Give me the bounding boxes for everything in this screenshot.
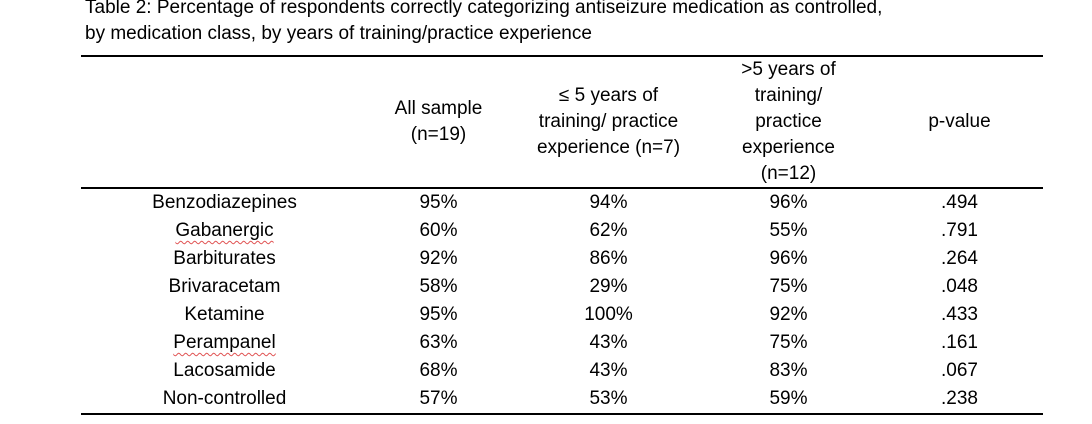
table-row: Benzodiazepines 95% 94% 96% .494 [81, 189, 1043, 217]
gt-5-years-cell: 96% [769, 248, 808, 269]
table-row: Perampanel 63% 43% 75% .161 [81, 329, 1043, 357]
le-5-years-cell: 43% [589, 332, 628, 353]
all-sample-cell: 57% [419, 388, 458, 409]
all-sample-cell: 60% [419, 220, 458, 241]
table-caption: Table 2: Percentage of respondents corre… [85, 0, 883, 44]
p-value-cell: .161 [941, 332, 978, 353]
medication-class-label: Non-controlled [162, 388, 287, 409]
medication-class-cell: Barbiturates [81, 245, 361, 273]
p-value-cell: .238 [941, 388, 978, 409]
gt-5-years-cell: 96% [769, 192, 808, 213]
all-sample-cell: 95% [419, 304, 458, 325]
p-value-cell: .433 [941, 304, 978, 325]
header-p-value: p-value [928, 111, 991, 132]
medication-class-cell: Benzodiazepines [81, 189, 361, 217]
medication-class-cell: Brivaracetam [81, 273, 361, 301]
medication-class-label: Benzodiazepines [152, 192, 297, 213]
medication-class-label-misspelled: Perampanel [173, 332, 276, 353]
table-top-rule [81, 55, 1043, 57]
p-value-cell: .067 [941, 360, 978, 381]
header-all-sample: All sample (n=19) [394, 98, 483, 145]
table-bottom-rule [81, 413, 1043, 415]
table-row: Ketamine 95% 100% 92% .433 [81, 301, 1043, 329]
header-medication-class [81, 57, 361, 187]
header-le-5-years: ≤ 5 years of training/ practice experien… [536, 85, 681, 158]
table-row: Brivaracetam 58% 29% 75% .048 [81, 273, 1043, 301]
medication-class-cell: Gabanergic [81, 217, 361, 245]
all-sample-cell: 95% [419, 192, 458, 213]
data-table: All sample (n=19) ≤ 5 years of training/… [81, 55, 1043, 415]
gt-5-years-cell: 75% [769, 332, 808, 353]
header-gt-5-years: >5 years of training/ practice experienc… [741, 59, 836, 184]
table-header-rule [81, 187, 1043, 189]
le-5-years-cell: 86% [589, 248, 628, 269]
table-row: Non-controlled 57% 53% 59% .238 [81, 385, 1043, 413]
le-5-years-cell: 53% [589, 388, 628, 409]
p-value-cell: .791 [941, 220, 978, 241]
medication-class-cell: Ketamine [81, 301, 361, 329]
table-row: Barbiturates 92% 86% 96% .264 [81, 245, 1043, 273]
medication-class-label-misspelled: Gabanergic [175, 220, 274, 241]
medication-class-label: Brivaracetam [168, 276, 281, 297]
gt-5-years-cell: 83% [769, 360, 808, 381]
medication-class-label: Barbiturates [173, 248, 276, 269]
medication-class-cell: Perampanel [81, 329, 361, 357]
all-sample-cell: 92% [419, 248, 458, 269]
gt-5-years-cell: 55% [769, 220, 808, 241]
all-sample-cell: 58% [419, 276, 458, 297]
all-sample-cell: 63% [419, 332, 458, 353]
gt-5-years-cell: 92% [769, 304, 808, 325]
le-5-years-cell: 94% [589, 192, 628, 213]
p-value-cell: .048 [941, 276, 978, 297]
p-value-cell: .494 [941, 192, 978, 213]
medication-class-label: Ketamine [184, 304, 265, 325]
all-sample-cell: 68% [419, 360, 458, 381]
medication-class-cell: Lacosamide [81, 357, 361, 385]
gt-5-years-cell: 75% [769, 276, 808, 297]
table-row: Gabanergic 60% 62% 55% .791 [81, 217, 1043, 245]
le-5-years-cell: 43% [589, 360, 628, 381]
gt-5-years-cell: 59% [769, 388, 808, 409]
medication-class-label: Lacosamide [173, 360, 276, 381]
table-row: Lacosamide 68% 43% 83% .067 [81, 357, 1043, 385]
le-5-years-cell: 29% [589, 276, 628, 297]
le-5-years-cell: 100% [584, 304, 633, 325]
p-value-cell: .264 [941, 248, 978, 269]
le-5-years-cell: 62% [589, 220, 628, 241]
table-header-row: All sample (n=19) ≤ 5 years of training/… [81, 57, 1043, 187]
medication-class-cell: Non-controlled [81, 385, 361, 413]
